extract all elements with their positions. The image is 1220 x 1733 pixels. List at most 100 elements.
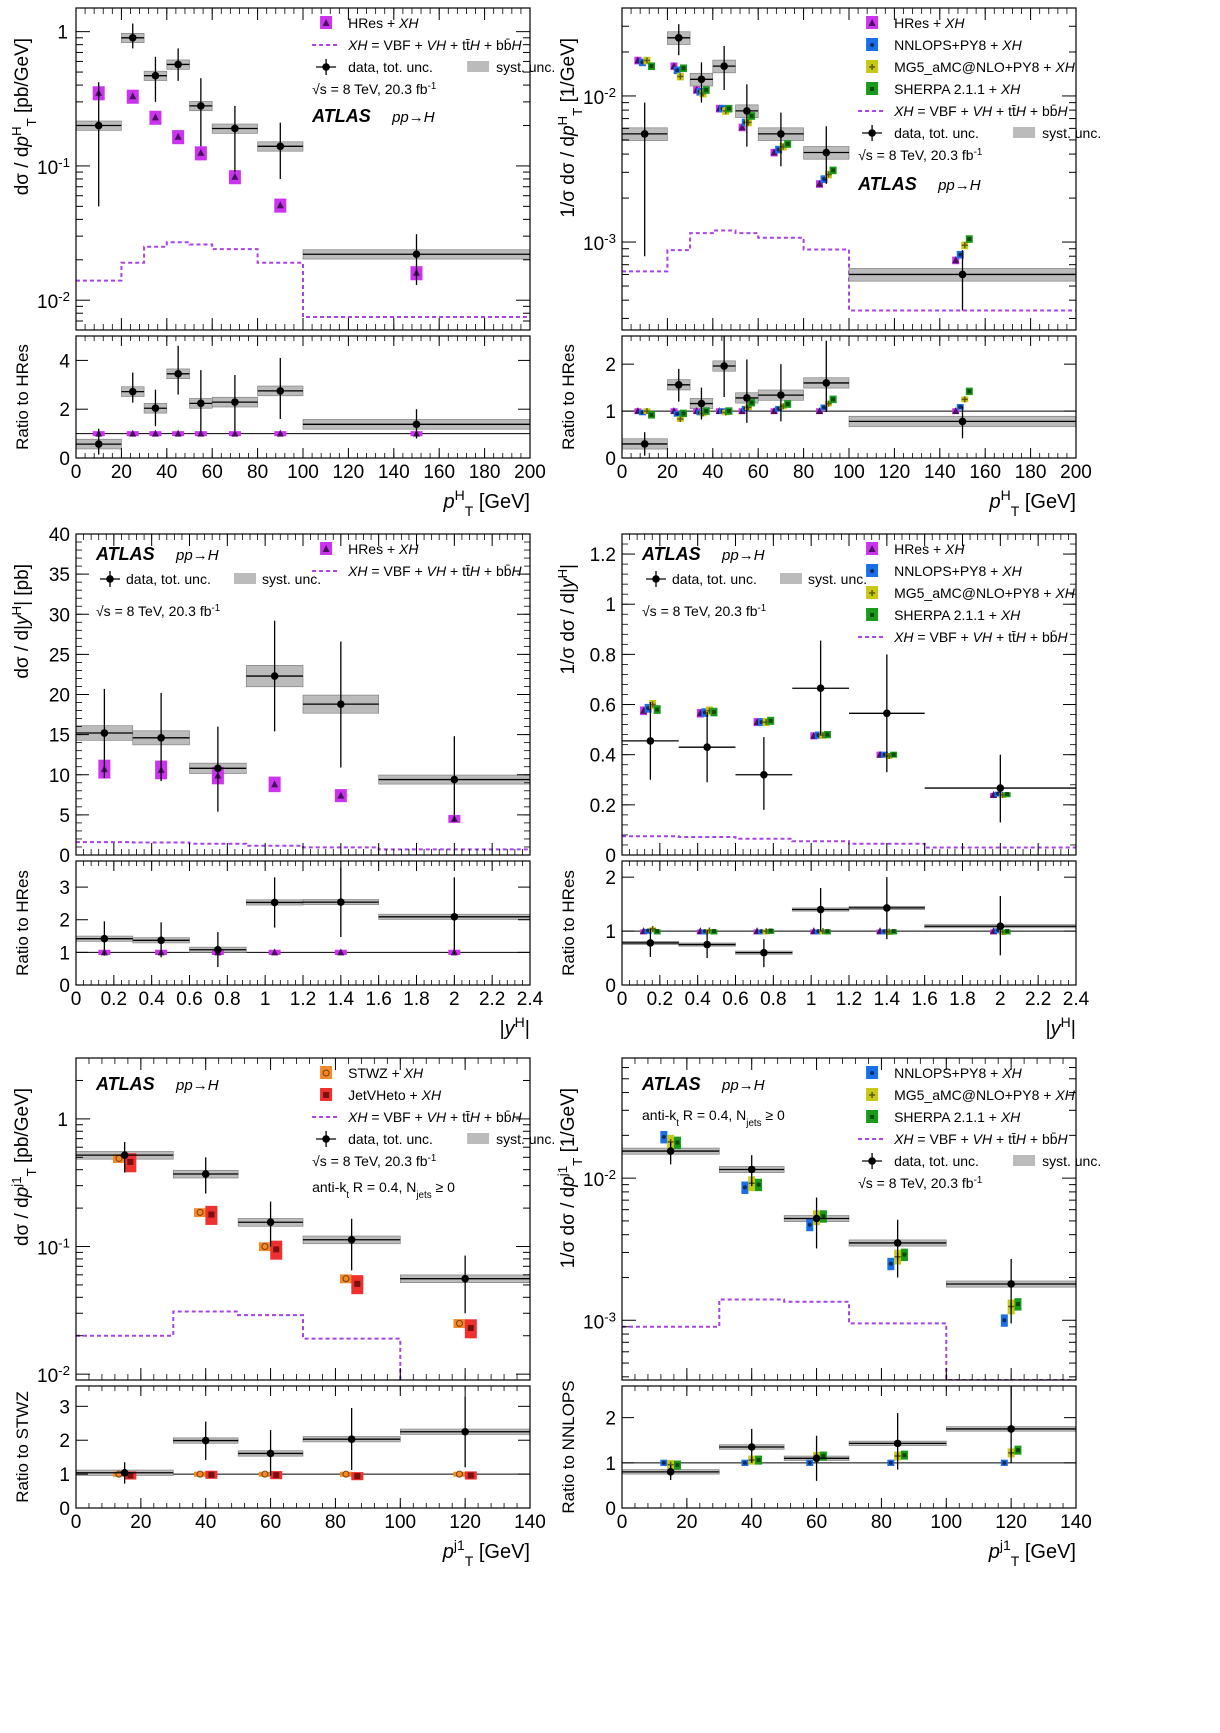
text-part: H	[515, 1014, 525, 1030]
text-part: H	[470, 563, 481, 579]
data-point	[412, 250, 421, 259]
text-part: ATLAS	[95, 544, 155, 564]
y-tick-label: 1	[605, 595, 616, 616]
text-part: p	[442, 491, 454, 513]
square-marker	[821, 1454, 826, 1459]
x-tick-label: 1.6	[911, 989, 937, 1010]
star-marker	[342, 1470, 350, 1478]
legend-data-swatch	[868, 1157, 876, 1165]
ratio-y-axis-title: Ratio to NNLOPS	[559, 1380, 578, 1513]
legend-syst-label: syst. unc.	[808, 571, 867, 587]
data-point	[270, 672, 279, 680]
y-tick-label: 10-2	[583, 84, 616, 109]
text-part: H	[754, 547, 765, 564]
ratio-data-point	[412, 420, 421, 429]
star-marker	[816, 733, 821, 738]
text-part: SHERPA 2.1.1 +	[894, 1109, 1001, 1125]
star-marker	[646, 928, 651, 933]
process-label: pp→H	[937, 177, 981, 194]
square-marker	[323, 1092, 330, 1098]
text-part: p	[558, 125, 579, 137]
square-marker	[273, 1246, 280, 1253]
text-part: [pb/GeV]	[12, 38, 33, 118]
x-tick-label: 80	[793, 462, 814, 483]
triangle-marker	[868, 19, 876, 26]
atlas-label: ATLAS	[641, 1074, 701, 1094]
text-part: √s = 8 TeV, 20.3 fb	[858, 147, 974, 163]
ratio-data-point	[812, 1454, 821, 1463]
text-part: j1	[9, 1176, 24, 1187]
star-marker	[958, 252, 963, 257]
data-point	[674, 34, 683, 42]
text-part: pp	[175, 547, 193, 564]
legend-sherpa-label: SHERPA 2.1.1 + XH	[894, 81, 1021, 97]
text-part: + b	[480, 1109, 504, 1125]
process-label: pp→H	[175, 1077, 219, 1094]
ratio-y-tick-label: 2	[59, 911, 70, 932]
square-marker	[902, 1252, 907, 1257]
text-part: |	[1071, 1018, 1076, 1040]
text-part: R = 0.4, N	[679, 1107, 746, 1123]
text-part: b̄	[1050, 1131, 1058, 1147]
x-tick-label: 1	[260, 989, 271, 1010]
chart-yH-norm: 0 0.2 0.4 0.6 0.8 1 1.2 1.4 1.6 1.8 2 2.2 2.4 0 0.2 0.4…	[555, 533, 1090, 1040]
text-part: √s = 8 TeV, 20.3 fb	[312, 1153, 428, 1169]
text-part: + t	[992, 1131, 1012, 1147]
square-marker	[711, 710, 716, 715]
square-marker	[681, 411, 686, 416]
text-part: ≥ 0	[432, 1179, 455, 1195]
text-part: XH	[421, 1087, 442, 1103]
ratio-y-tick-label: 1	[59, 1465, 70, 1486]
text-part: 1/σ dσ / d	[558, 136, 579, 218]
star-marker	[816, 929, 821, 934]
x-tick-label: 2	[995, 989, 1006, 1010]
ratio-data-point	[760, 948, 768, 957]
star-marker	[822, 405, 827, 410]
y-tick-label: 35	[49, 565, 70, 586]
cross-marker	[677, 73, 684, 80]
square-marker	[127, 1158, 134, 1165]
data-point	[996, 784, 1005, 792]
data-point	[347, 1235, 356, 1244]
x-tick-label: 0.8	[214, 989, 240, 1010]
text-part: + b	[1026, 103, 1050, 119]
y-axis-title: dσ / dpHT [pb/GeV]	[9, 38, 39, 195]
text-part: T	[570, 108, 585, 116]
star-marker	[322, 1069, 330, 1077]
text-part: XH	[1001, 37, 1022, 53]
main-frame	[75, 1057, 531, 1381]
square-marker	[711, 929, 716, 934]
square-marker	[756, 1182, 761, 1187]
x-tick-label: 60	[202, 462, 223, 483]
ratio-plot-area	[76, 345, 530, 455]
star-marker	[261, 1470, 269, 1478]
star-marker	[958, 404, 963, 409]
text-part: -1	[58, 1235, 70, 1250]
data-point	[703, 743, 711, 751]
ratio-data-point	[461, 1427, 469, 1436]
ratio-data-point	[646, 939, 655, 947]
text-part: STWZ +	[348, 1065, 404, 1081]
ratio-y-tick-label: 0	[605, 449, 616, 470]
triangle-marker	[174, 132, 182, 140]
text-part: t̄	[1012, 103, 1016, 119]
text-part: + t	[992, 629, 1012, 645]
text-part: b̄	[1050, 103, 1058, 119]
y-tick-label: 10	[49, 766, 70, 787]
star-marker	[742, 1185, 747, 1190]
square-marker	[649, 412, 654, 417]
text-part: dσ / d	[12, 1197, 33, 1246]
triangle-marker	[271, 780, 279, 788]
text-part: pp	[391, 109, 409, 126]
legend-xh-label: XH = VBF + VH + tt̄H + bb̄H	[893, 103, 1068, 119]
legend-sherpa-label: SHERPA 2.1.1 + XH	[894, 607, 1021, 623]
y-tick-label: 15	[49, 726, 70, 747]
text-part: XH	[403, 1065, 424, 1081]
triangle-marker	[868, 545, 876, 552]
energy-label: √s = 8 TeV, 20.3 fb-1	[312, 1153, 436, 1170]
text-part: 10	[583, 1170, 604, 1191]
text-part: HRes +	[348, 15, 399, 31]
square-marker	[768, 928, 773, 933]
process-label: pp→H	[721, 547, 765, 564]
ratio-data-point	[270, 898, 279, 907]
